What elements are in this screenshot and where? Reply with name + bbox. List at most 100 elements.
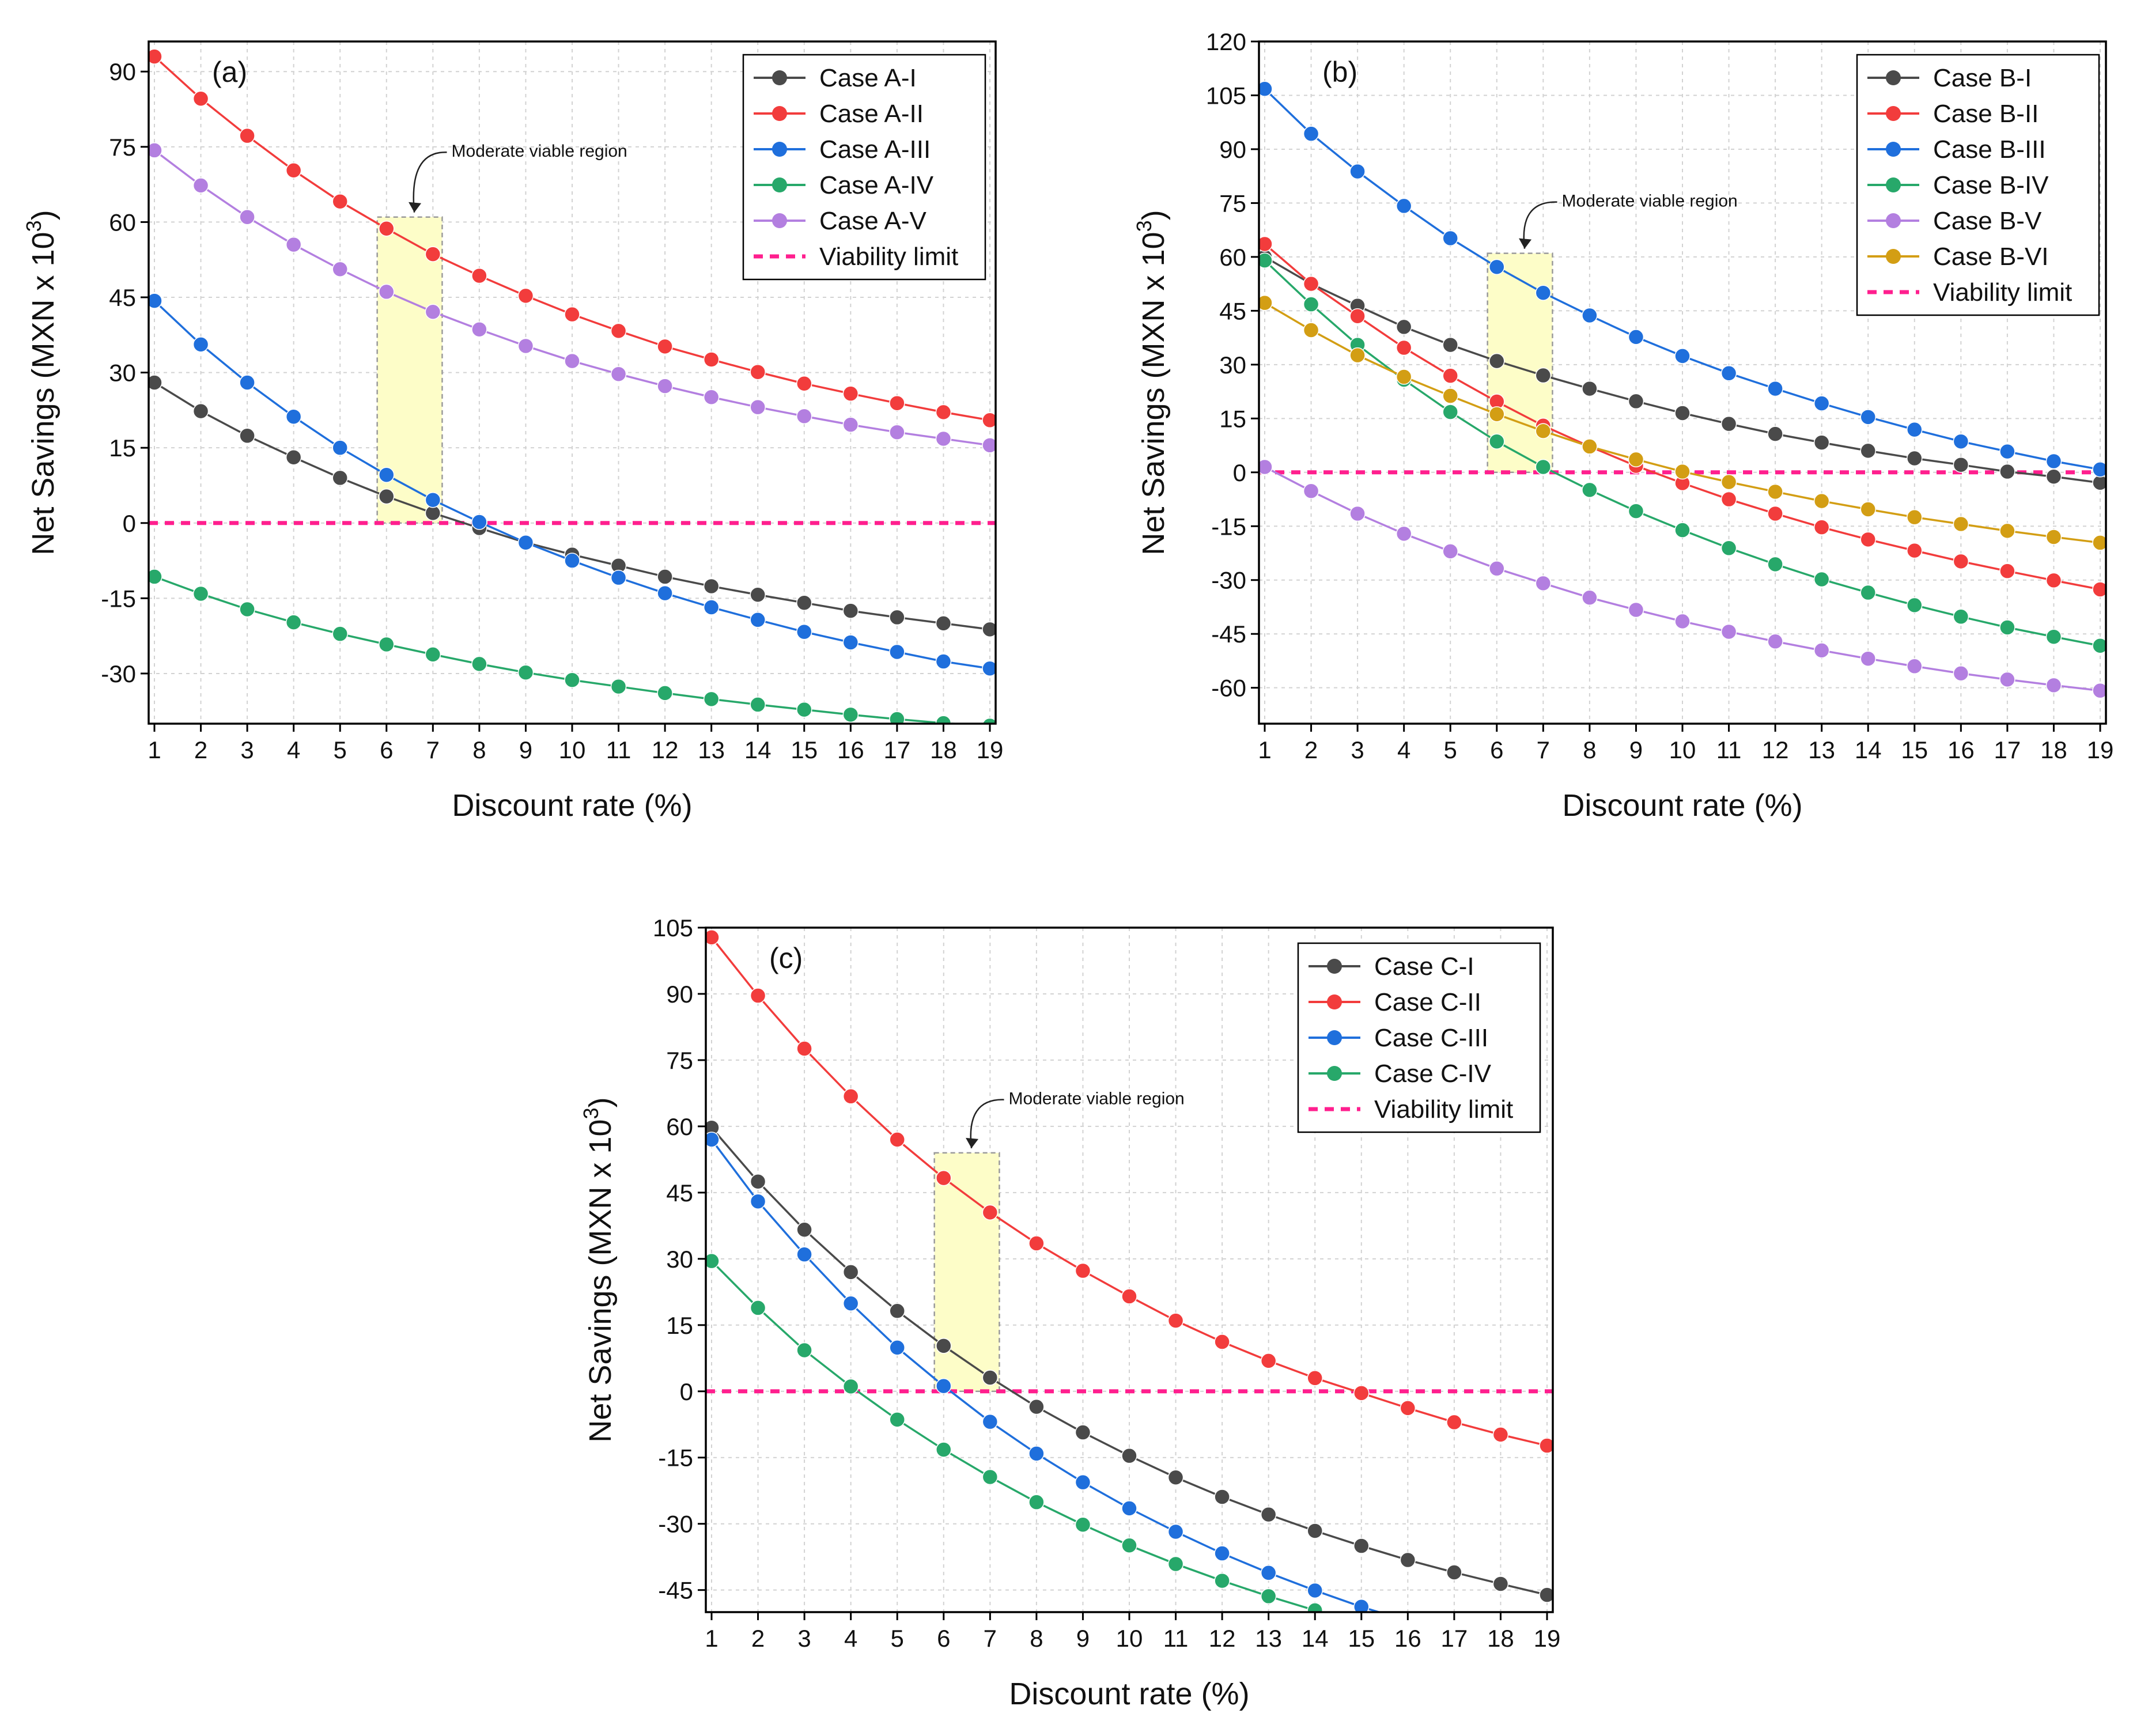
x-tick-label: 14 bbox=[1302, 1625, 1329, 1652]
data-point bbox=[517, 534, 534, 551]
y-axis-title: Net Savings (MXN x 103) bbox=[579, 1097, 618, 1442]
y-tick-label: -45 bbox=[658, 1577, 693, 1604]
data-point bbox=[610, 366, 627, 382]
y-tick-label: 15 bbox=[666, 1312, 693, 1339]
panel-label: (a) bbox=[212, 56, 247, 88]
legend-label: Viability limit bbox=[1374, 1095, 1513, 1124]
y-tick-label: 30 bbox=[1219, 351, 1246, 379]
data-point bbox=[2045, 677, 2062, 694]
data-point bbox=[1535, 367, 1552, 384]
data-point bbox=[750, 587, 766, 603]
legend-label: Case B-IV bbox=[1933, 171, 2049, 199]
data-point bbox=[2092, 535, 2106, 551]
data-point bbox=[379, 636, 395, 653]
legend-box bbox=[742, 54, 986, 281]
viable-region-box bbox=[933, 1152, 1000, 1393]
data-point bbox=[1674, 613, 1691, 630]
data-point bbox=[1028, 1235, 1045, 1251]
data-point bbox=[1582, 438, 1598, 455]
data-point bbox=[750, 1193, 766, 1209]
x-axis-title: Discount rate (%) bbox=[452, 788, 692, 823]
annotation-label: Moderate viable region bbox=[452, 142, 627, 161]
data-point bbox=[1303, 275, 1319, 292]
data-point bbox=[703, 389, 720, 405]
data-point bbox=[842, 1264, 859, 1280]
data-point bbox=[706, 1132, 720, 1148]
data-point bbox=[332, 440, 348, 456]
annotation-label: Moderate viable region bbox=[1009, 1090, 1185, 1109]
data-point bbox=[657, 569, 673, 585]
data-point bbox=[935, 430, 952, 447]
data-point bbox=[285, 409, 302, 425]
y-tick-label: 105 bbox=[1206, 82, 1246, 109]
data-point bbox=[796, 1246, 812, 1262]
data-point bbox=[1492, 1427, 1509, 1443]
data-point bbox=[982, 1469, 999, 1485]
data-point bbox=[1767, 380, 1783, 397]
data-point bbox=[1953, 553, 1969, 570]
data-point bbox=[1121, 1500, 1137, 1516]
data-point bbox=[1860, 584, 1876, 601]
legend-marker bbox=[1886, 213, 1901, 228]
y-tick-label: -30 bbox=[658, 1511, 693, 1538]
panel-label: (b) bbox=[1322, 56, 1357, 88]
legend-label: Case A-V bbox=[819, 207, 927, 235]
x-tick-label: 5 bbox=[891, 1625, 904, 1652]
data-point bbox=[889, 1132, 905, 1148]
data-point bbox=[149, 569, 162, 585]
data-point bbox=[2092, 638, 2106, 654]
data-point bbox=[1028, 1494, 1045, 1510]
data-point bbox=[750, 364, 766, 380]
data-point bbox=[1259, 252, 1273, 268]
x-tick-label: 6 bbox=[937, 1625, 950, 1652]
data-point bbox=[2045, 572, 2062, 589]
data-point bbox=[796, 701, 812, 718]
annotation-arrow bbox=[413, 151, 447, 213]
data-point bbox=[842, 634, 859, 650]
data-point bbox=[750, 612, 766, 628]
data-point bbox=[2045, 453, 2062, 470]
data-point bbox=[2092, 581, 2106, 597]
y-axis-title: Net Savings (MXN x 103) bbox=[1132, 210, 1171, 555]
data-point bbox=[1121, 1447, 1137, 1464]
plot-area bbox=[1259, 81, 2106, 699]
x-tick-label: 13 bbox=[1808, 736, 1835, 763]
x-tick-label: 17 bbox=[884, 736, 911, 763]
x-tick-label: 18 bbox=[930, 736, 957, 763]
data-point bbox=[239, 127, 255, 144]
x-tick-label: 7 bbox=[1537, 736, 1550, 763]
data-point bbox=[1400, 1552, 1416, 1568]
y-tick-label: 15 bbox=[1219, 405, 1246, 432]
data-point bbox=[982, 437, 996, 453]
data-point bbox=[1539, 1587, 1553, 1603]
data-point bbox=[1720, 540, 1737, 557]
data-point bbox=[1259, 294, 1273, 311]
data-point bbox=[1303, 296, 1319, 312]
data-point bbox=[2045, 529, 2062, 545]
data-point bbox=[149, 293, 162, 309]
x-tick-label: 9 bbox=[1076, 1625, 1090, 1652]
data-point bbox=[1813, 519, 1830, 535]
data-point bbox=[1075, 1516, 1091, 1533]
data-point bbox=[1860, 501, 1876, 517]
legend-label: Case C-I bbox=[1374, 952, 1474, 981]
data-point bbox=[1259, 81, 1273, 97]
legend-label: Case A-IV bbox=[819, 171, 934, 199]
y-tick-label: -15 bbox=[1211, 513, 1246, 540]
annotation-arrowhead bbox=[966, 1137, 979, 1148]
y-tick-label: 15 bbox=[109, 434, 136, 462]
data-point bbox=[564, 306, 580, 323]
data-point bbox=[1489, 353, 1505, 369]
legend-marker bbox=[1327, 1066, 1342, 1081]
data-point bbox=[1860, 409, 1876, 425]
data-point bbox=[1767, 505, 1783, 522]
data-point bbox=[2045, 629, 2062, 645]
data-point bbox=[1535, 575, 1552, 592]
data-point bbox=[703, 599, 720, 615]
data-point bbox=[1953, 665, 1969, 682]
x-tick-label: 9 bbox=[1629, 736, 1643, 763]
legend-label: Case A-I bbox=[819, 64, 917, 92]
data-point bbox=[1582, 380, 1598, 397]
y-tick-label: 60 bbox=[1219, 244, 1246, 271]
data-point bbox=[982, 717, 996, 724]
